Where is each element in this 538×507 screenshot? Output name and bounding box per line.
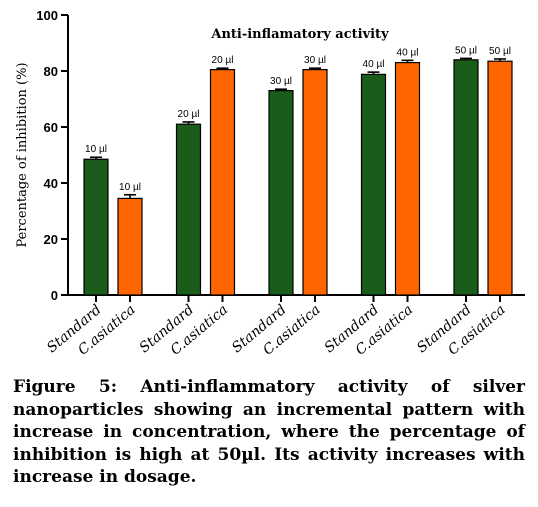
y-tick-label: 100: [36, 8, 58, 23]
data-label: 30 µl: [270, 76, 292, 87]
bar: [268, 89, 294, 296]
bar: [209, 68, 236, 296]
data-label: 50 µl: [455, 45, 477, 56]
bar: [117, 197, 143, 296]
y-tick-label: 0: [51, 288, 58, 303]
y-axis: 0 20 40 60 80 100: [36, 8, 69, 303]
bar: [302, 68, 328, 296]
y-tick-label: 80: [44, 64, 58, 79]
bar: [83, 158, 109, 296]
bar-chart: Anti-inflamatory activity Percentage of …: [15, 8, 525, 359]
data-label: 10 µl: [119, 182, 141, 193]
y-tick-label: 40: [44, 176, 58, 191]
bar: [453, 59, 479, 296]
x-axis: StandardC.asiaticaStandardC.asiaticaStan…: [44, 294, 525, 359]
bar: [360, 73, 387, 296]
figure-caption: Figure 5: Anti-inflammatory activity of …: [13, 377, 525, 487]
data-label: 40 µl: [363, 59, 385, 70]
y-tick-label: 60: [44, 120, 58, 135]
chart-title: Anti-inflamatory activity: [210, 27, 389, 42]
data-label: 20 µl: [212, 55, 234, 66]
data-label: 40 µl: [397, 47, 419, 58]
bar: [394, 61, 421, 296]
bars: 10 µl 10 µl 20 µl 20 µl 30 µl 30 µl 40 µl 40 µl…: [83, 45, 513, 296]
y-axis-label: Percentage of inhibition (%): [15, 62, 30, 247]
bar: [175, 123, 202, 296]
data-label: 30 µl: [304, 55, 326, 66]
data-label: 50 µl: [489, 46, 511, 57]
data-label: 20 µl: [178, 109, 200, 120]
bar: [487, 60, 513, 296]
y-tick-label: 20: [44, 232, 58, 247]
data-label: 10 µl: [85, 144, 107, 155]
